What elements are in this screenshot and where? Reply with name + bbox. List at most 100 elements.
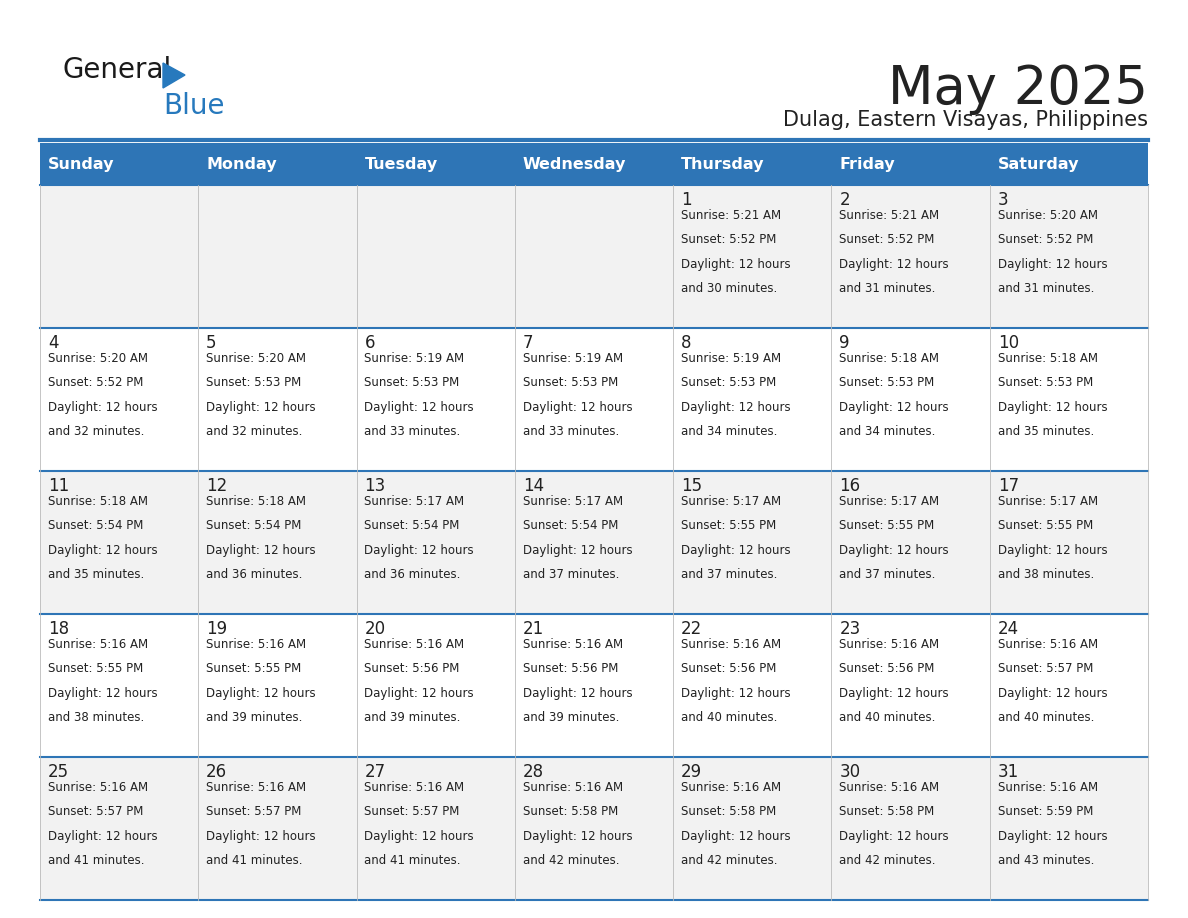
- Text: Daylight: 12 hours: Daylight: 12 hours: [207, 400, 316, 414]
- Text: Daylight: 12 hours: Daylight: 12 hours: [365, 830, 474, 843]
- Text: Daylight: 12 hours: Daylight: 12 hours: [365, 400, 474, 414]
- Text: Sunset: 5:52 PM: Sunset: 5:52 PM: [48, 376, 144, 389]
- Text: Sunrise: 5:17 AM: Sunrise: 5:17 AM: [681, 495, 782, 508]
- Text: Sunrise: 5:21 AM: Sunrise: 5:21 AM: [681, 209, 782, 222]
- Bar: [832, 185, 990, 328]
- Text: and 42 minutes.: and 42 minutes.: [523, 854, 619, 867]
- Text: Daylight: 12 hours: Daylight: 12 hours: [523, 830, 632, 843]
- Text: Sunset: 5:52 PM: Sunset: 5:52 PM: [998, 233, 1093, 246]
- Text: and 40 minutes.: and 40 minutes.: [840, 711, 936, 724]
- Text: and 42 minutes.: and 42 minutes.: [840, 854, 936, 867]
- Text: 30: 30: [840, 763, 860, 781]
- Text: Sunrise: 5:16 AM: Sunrise: 5:16 AM: [48, 781, 148, 794]
- Text: Daylight: 12 hours: Daylight: 12 hours: [681, 687, 791, 700]
- Text: Sunrise: 5:16 AM: Sunrise: 5:16 AM: [365, 638, 465, 651]
- Text: Sunset: 5:55 PM: Sunset: 5:55 PM: [48, 662, 144, 676]
- Text: Sunset: 5:53 PM: Sunset: 5:53 PM: [998, 376, 1093, 389]
- Text: and 35 minutes.: and 35 minutes.: [48, 568, 144, 581]
- Text: Daylight: 12 hours: Daylight: 12 hours: [523, 687, 632, 700]
- Text: Sunrise: 5:16 AM: Sunrise: 5:16 AM: [207, 638, 307, 651]
- Text: Sunrise: 5:19 AM: Sunrise: 5:19 AM: [681, 352, 782, 365]
- Text: and 31 minutes.: and 31 minutes.: [998, 282, 1094, 295]
- Text: 11: 11: [48, 477, 69, 495]
- Text: Sunrise: 5:19 AM: Sunrise: 5:19 AM: [365, 352, 465, 365]
- Text: Sunrise: 5:21 AM: Sunrise: 5:21 AM: [840, 209, 940, 222]
- Text: Sunrise: 5:20 AM: Sunrise: 5:20 AM: [998, 209, 1098, 222]
- Text: Sunset: 5:55 PM: Sunset: 5:55 PM: [207, 662, 302, 676]
- Text: Daylight: 12 hours: Daylight: 12 hours: [840, 830, 949, 843]
- Text: Wednesday: Wednesday: [523, 156, 626, 172]
- Text: Daylight: 12 hours: Daylight: 12 hours: [998, 400, 1107, 414]
- Text: Daylight: 12 hours: Daylight: 12 hours: [681, 258, 791, 271]
- Text: 19: 19: [207, 620, 227, 638]
- Text: Daylight: 12 hours: Daylight: 12 hours: [681, 543, 791, 556]
- Bar: [990, 185, 1148, 328]
- Text: and 37 minutes.: and 37 minutes.: [840, 568, 936, 581]
- Text: 27: 27: [365, 763, 386, 781]
- Text: 9: 9: [840, 334, 849, 352]
- Text: 24: 24: [998, 620, 1019, 638]
- Text: 1: 1: [681, 191, 691, 209]
- Text: and 33 minutes.: and 33 minutes.: [365, 425, 461, 438]
- Text: Daylight: 12 hours: Daylight: 12 hours: [840, 400, 949, 414]
- Text: Sunrise: 5:17 AM: Sunrise: 5:17 AM: [840, 495, 940, 508]
- Bar: [356, 143, 514, 185]
- Bar: [40, 328, 198, 471]
- Text: Sunrise: 5:16 AM: Sunrise: 5:16 AM: [998, 781, 1098, 794]
- Text: 2: 2: [840, 191, 849, 209]
- Text: Sunset: 5:54 PM: Sunset: 5:54 PM: [207, 520, 302, 532]
- Text: Daylight: 12 hours: Daylight: 12 hours: [48, 400, 158, 414]
- Text: Daylight: 12 hours: Daylight: 12 hours: [48, 543, 158, 556]
- Bar: [40, 757, 198, 900]
- Text: Thursday: Thursday: [681, 156, 765, 172]
- Text: Daylight: 12 hours: Daylight: 12 hours: [365, 543, 474, 556]
- Text: Sunrise: 5:17 AM: Sunrise: 5:17 AM: [998, 495, 1098, 508]
- Text: Sunrise: 5:16 AM: Sunrise: 5:16 AM: [681, 638, 782, 651]
- Text: 21: 21: [523, 620, 544, 638]
- Text: Sunrise: 5:19 AM: Sunrise: 5:19 AM: [523, 352, 623, 365]
- Text: and 35 minutes.: and 35 minutes.: [998, 425, 1094, 438]
- Text: Daylight: 12 hours: Daylight: 12 hours: [523, 400, 632, 414]
- Text: Monday: Monday: [207, 156, 277, 172]
- Text: Sunset: 5:53 PM: Sunset: 5:53 PM: [207, 376, 302, 389]
- Text: Daylight: 12 hours: Daylight: 12 hours: [681, 830, 791, 843]
- Text: 6: 6: [365, 334, 375, 352]
- Text: 28: 28: [523, 763, 544, 781]
- Text: Sunset: 5:56 PM: Sunset: 5:56 PM: [681, 662, 777, 676]
- Text: and 31 minutes.: and 31 minutes.: [840, 282, 936, 295]
- Text: and 39 minutes.: and 39 minutes.: [207, 711, 303, 724]
- Text: 14: 14: [523, 477, 544, 495]
- Bar: [356, 328, 514, 471]
- Text: and 34 minutes.: and 34 minutes.: [681, 425, 777, 438]
- Text: Daylight: 12 hours: Daylight: 12 hours: [207, 687, 316, 700]
- Text: Sunset: 5:54 PM: Sunset: 5:54 PM: [48, 520, 144, 532]
- Text: Dulag, Eastern Visayas, Philippines: Dulag, Eastern Visayas, Philippines: [783, 110, 1148, 130]
- Text: Sunset: 5:54 PM: Sunset: 5:54 PM: [365, 520, 460, 532]
- Bar: [514, 471, 674, 614]
- Text: and 33 minutes.: and 33 minutes.: [523, 425, 619, 438]
- Bar: [674, 143, 832, 185]
- Text: Daylight: 12 hours: Daylight: 12 hours: [998, 830, 1107, 843]
- Text: Sunrise: 5:16 AM: Sunrise: 5:16 AM: [523, 781, 623, 794]
- Text: and 32 minutes.: and 32 minutes.: [48, 425, 144, 438]
- Text: and 40 minutes.: and 40 minutes.: [998, 711, 1094, 724]
- Text: 20: 20: [365, 620, 386, 638]
- Text: Sunrise: 5:16 AM: Sunrise: 5:16 AM: [840, 638, 940, 651]
- Text: Daylight: 12 hours: Daylight: 12 hours: [48, 830, 158, 843]
- Text: Sunset: 5:53 PM: Sunset: 5:53 PM: [365, 376, 460, 389]
- Text: and 40 minutes.: and 40 minutes.: [681, 711, 777, 724]
- Text: Sunset: 5:57 PM: Sunset: 5:57 PM: [48, 805, 144, 818]
- Text: May 2025: May 2025: [887, 63, 1148, 115]
- Text: Sunset: 5:54 PM: Sunset: 5:54 PM: [523, 520, 618, 532]
- Text: Sunset: 5:53 PM: Sunset: 5:53 PM: [840, 376, 935, 389]
- Bar: [832, 328, 990, 471]
- Text: 17: 17: [998, 477, 1019, 495]
- Text: Sunrise: 5:16 AM: Sunrise: 5:16 AM: [840, 781, 940, 794]
- Text: Sunday: Sunday: [48, 156, 114, 172]
- Bar: [356, 471, 514, 614]
- Text: 26: 26: [207, 763, 227, 781]
- Bar: [356, 185, 514, 328]
- Text: and 38 minutes.: and 38 minutes.: [48, 711, 144, 724]
- Text: 25: 25: [48, 763, 69, 781]
- Text: and 34 minutes.: and 34 minutes.: [840, 425, 936, 438]
